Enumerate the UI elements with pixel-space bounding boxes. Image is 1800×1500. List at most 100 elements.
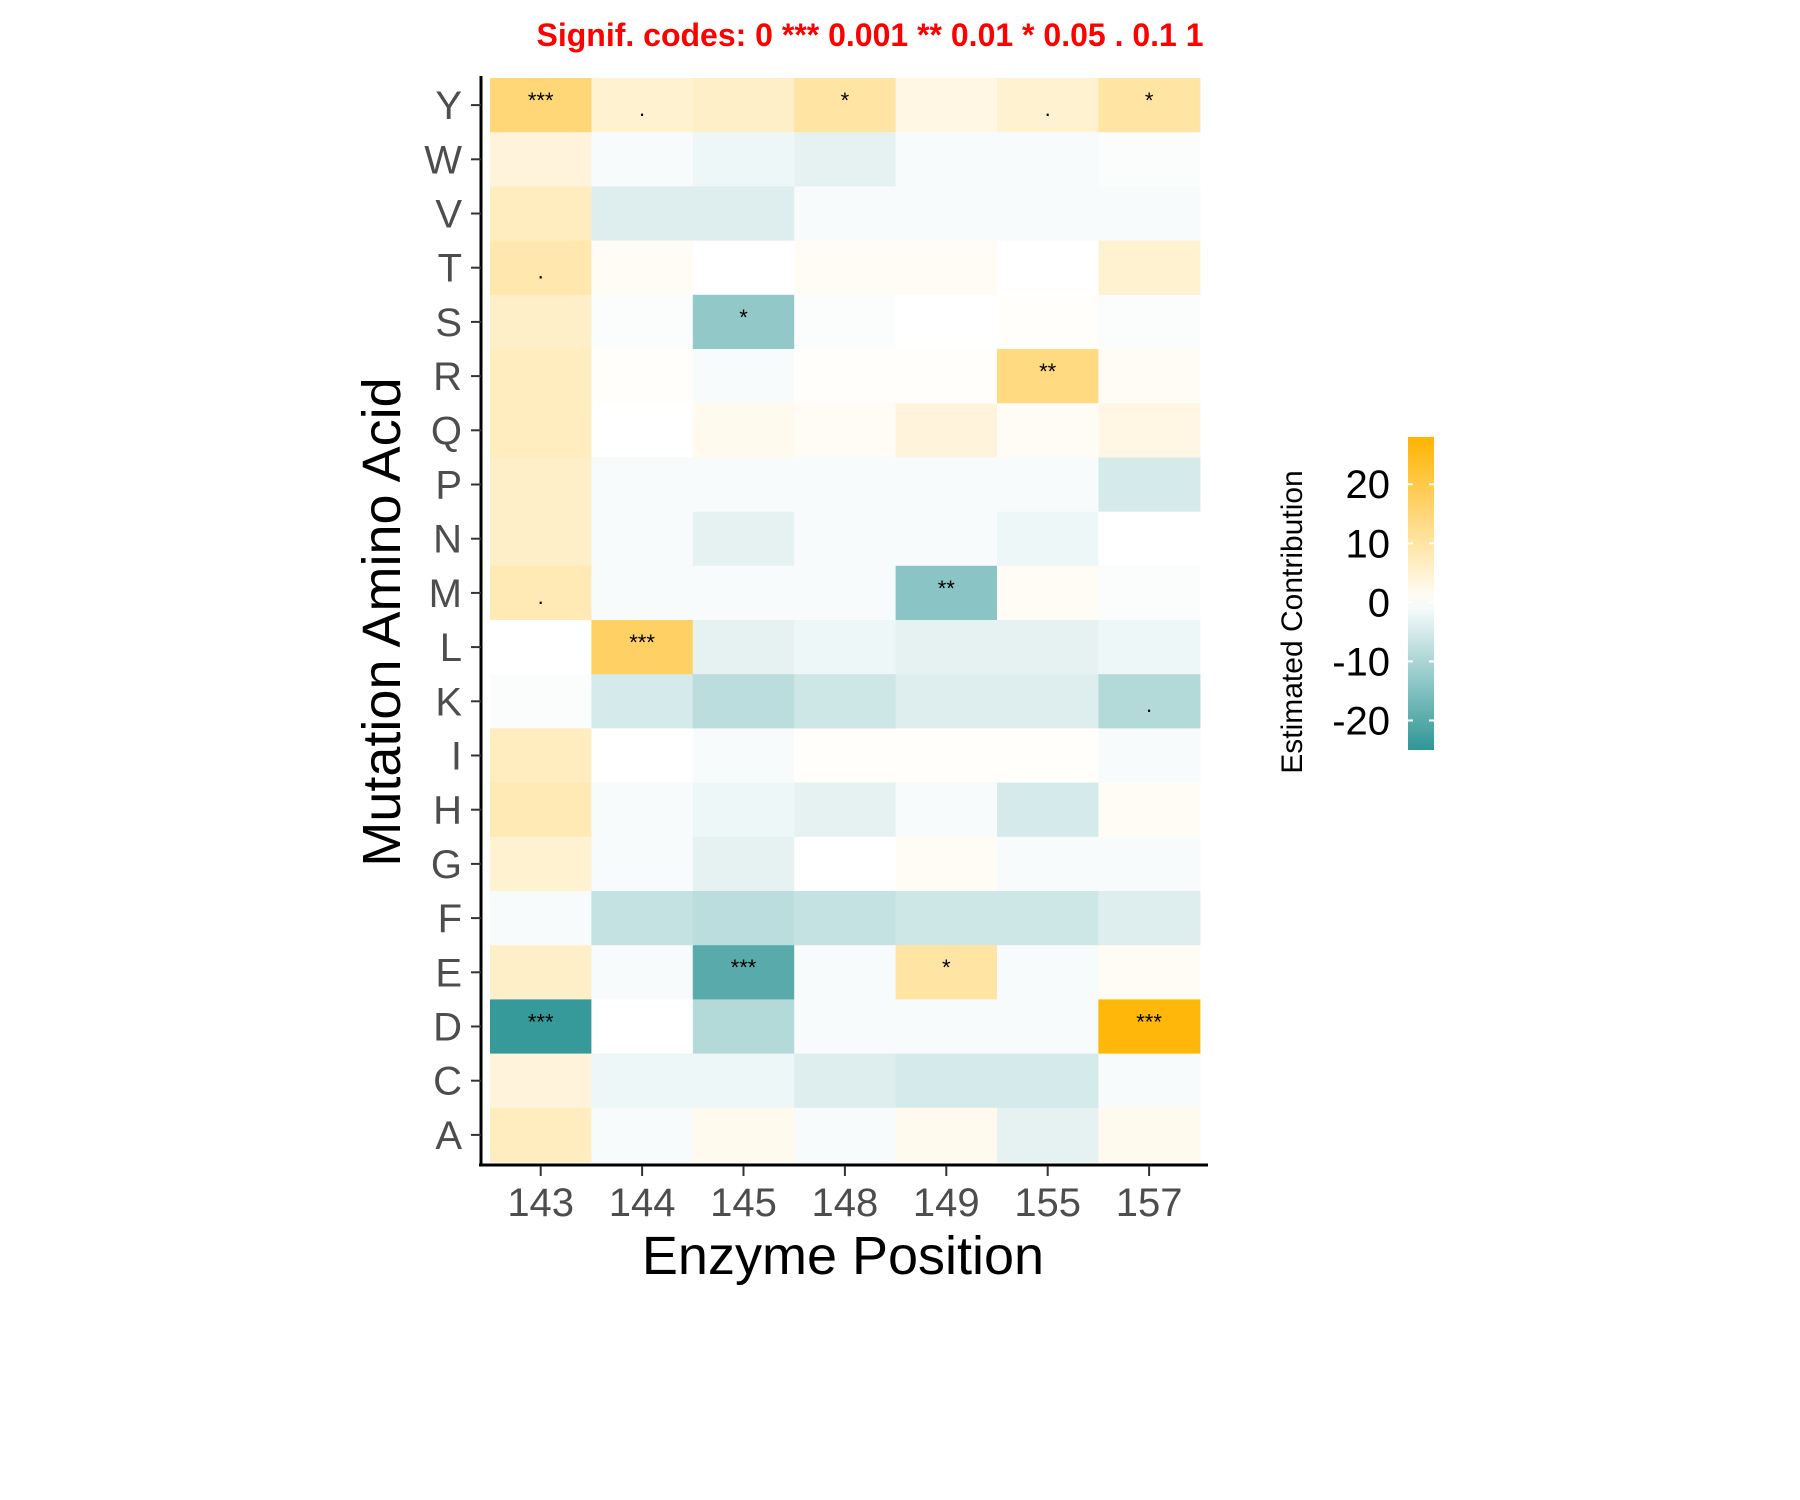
heatmap-cell	[490, 511, 592, 567]
heatmap-cell	[1098, 674, 1201, 729]
heatmap-cell	[794, 565, 897, 621]
heatmap-cell	[1098, 240, 1201, 296]
heatmap-cell	[1098, 565, 1201, 621]
heatmap-cell	[692, 511, 795, 567]
heatmap-cell	[895, 403, 998, 458]
x-tick-label: 149	[913, 1181, 980, 1225]
heatmap-cell	[895, 78, 998, 133]
heatmap-cell	[692, 1053, 795, 1109]
y-tick-label: S	[435, 301, 462, 345]
significance-marker: *	[739, 305, 748, 330]
legend-tick-label: 0	[1368, 581, 1390, 625]
heatmap-cell	[490, 403, 592, 458]
heatmap-cell	[794, 728, 897, 784]
heatmap-cell	[997, 565, 1099, 621]
heatmap-cell	[997, 186, 1099, 242]
heatmap-cell	[490, 836, 592, 892]
y-tick-label: A	[435, 1114, 462, 1158]
significance-marker: .	[639, 96, 645, 121]
heatmap-cell	[490, 945, 592, 1000]
heatmap-cell	[794, 78, 897, 133]
heatmap-cell	[794, 294, 897, 350]
y-tick-label: L	[440, 626, 462, 670]
heatmap-cell	[591, 1107, 694, 1163]
heatmap-cell	[692, 403, 795, 458]
heatmap-cell	[1098, 78, 1201, 133]
heatmap-cell	[895, 620, 998, 675]
heatmap-cell	[895, 186, 998, 242]
heatmap-cell	[692, 457, 795, 513]
heatmap-cell	[895, 945, 998, 1000]
y-tick-label: T	[438, 247, 462, 291]
heatmap-cell	[895, 294, 998, 350]
heatmap-cell	[895, 1053, 998, 1109]
x-tick-label: 157	[1116, 1181, 1183, 1225]
x-tick-label: 143	[507, 1181, 574, 1225]
heatmap-cell	[490, 1053, 592, 1109]
heatmap-cell	[895, 1107, 998, 1163]
signif-codes: Signif. codes: 0 *** 0.001 ** 0.01 * 0.0…	[536, 17, 1203, 53]
heatmap-cell	[794, 349, 897, 404]
heatmap-cell	[692, 999, 795, 1055]
y-tick-label: V	[435, 193, 462, 237]
heatmap-cell	[997, 511, 1099, 567]
heatmap-cell	[591, 349, 694, 404]
legend-tick-label: 10	[1346, 522, 1391, 566]
heatmap-cell	[490, 240, 592, 296]
heatmap-cell	[794, 457, 897, 513]
heatmap-cell	[1098, 836, 1201, 892]
heatmap-cell	[692, 1107, 795, 1163]
heatmap-cell	[895, 349, 998, 404]
heatmap-cell	[895, 728, 998, 784]
x-axis-title: Enzyme Position	[642, 1226, 1044, 1286]
heatmap-cell	[997, 891, 1099, 946]
heatmap-cell	[591, 457, 694, 513]
heatmap-cell	[490, 78, 592, 133]
x-tick-label: 155	[1014, 1181, 1081, 1225]
heatmap-cell	[997, 78, 1099, 133]
heatmap-cell	[1098, 511, 1201, 567]
heatmap-cell	[895, 836, 998, 892]
y-tick-label: Y	[435, 84, 462, 128]
significance-marker: **	[1039, 359, 1057, 384]
heatmap-cell	[591, 945, 694, 1000]
heatmap-cell	[490, 674, 592, 729]
significance-marker: .	[1045, 96, 1051, 121]
heatmap-cell	[591, 999, 694, 1055]
legend-colorbar	[1408, 437, 1434, 750]
significance-marker: *	[1145, 88, 1154, 113]
significance-marker: *	[942, 955, 951, 980]
heatmap-cell	[591, 403, 694, 458]
y-tick-label: K	[435, 680, 462, 724]
heatmap-cell	[1098, 349, 1201, 404]
x-tick-label: 145	[710, 1181, 777, 1225]
heatmap-cell	[692, 782, 795, 838]
heatmap-cell	[591, 78, 694, 133]
x-tick-label: 144	[609, 1181, 676, 1225]
heatmap-cell	[692, 674, 795, 729]
y-tick-label: C	[433, 1060, 462, 1104]
y-tick-label: I	[451, 735, 462, 779]
heatmap-cell	[591, 240, 694, 296]
heatmap-cell	[997, 674, 1099, 729]
significance-marker: .	[538, 584, 544, 609]
heatmap-cell	[895, 674, 998, 729]
heatmap-cell	[1098, 294, 1201, 350]
y-axis-title: Mutation Amino Acid	[352, 377, 412, 866]
heatmap-cell	[591, 294, 694, 350]
significance-marker: .	[1146, 692, 1152, 717]
heatmap-cell	[591, 1053, 694, 1109]
heatmap-cell	[1098, 999, 1201, 1055]
significance-marker: ***	[528, 1009, 554, 1034]
heatmap-cell	[692, 186, 795, 242]
heatmap-cell	[490, 457, 592, 513]
heatmap-cell	[794, 403, 897, 458]
y-tick-label: D	[433, 1006, 462, 1050]
heatmap-cell	[895, 565, 998, 621]
heatmap-cell	[490, 1107, 592, 1163]
heatmap-cell	[997, 240, 1099, 296]
heatmap-cell	[692, 132, 795, 187]
heatmap-cell	[692, 945, 795, 1000]
heatmap-cell	[490, 132, 592, 187]
